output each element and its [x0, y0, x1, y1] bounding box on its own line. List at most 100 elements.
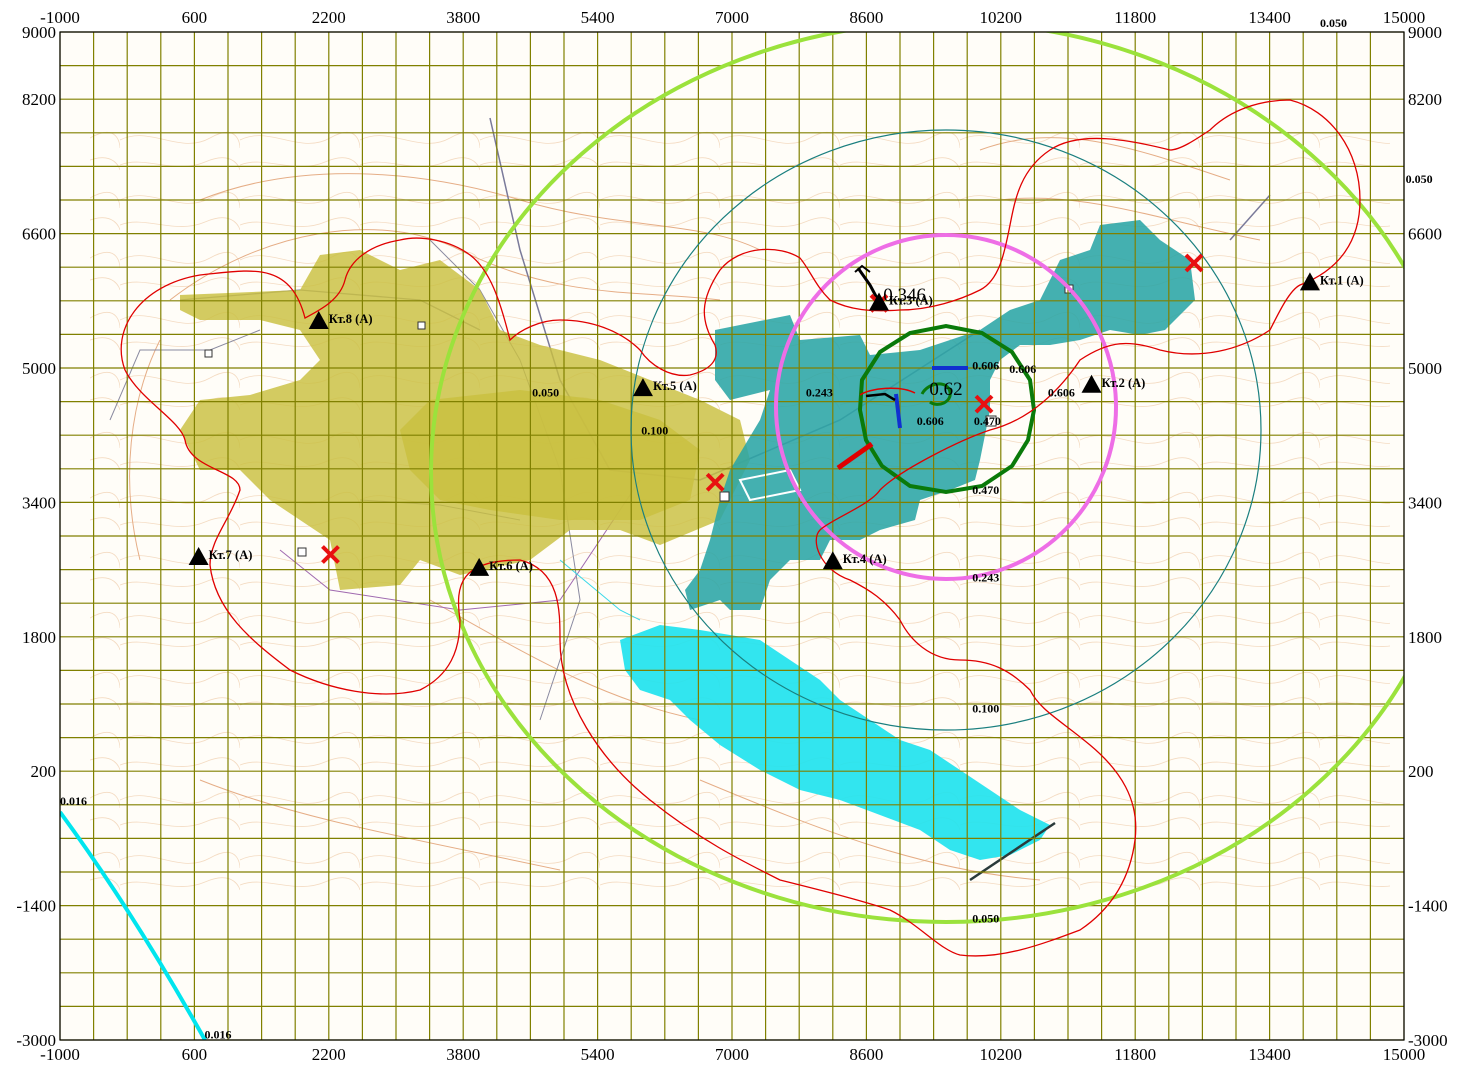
isoline-value-label: 0.243 — [972, 570, 999, 584]
isoline-value-label: 0.100 — [641, 423, 668, 437]
control-point-label: Кт.3 (А) — [889, 293, 933, 307]
control-point-label: Кт.2 (А) — [1102, 376, 1146, 390]
control-point-label: Кт.7 (А) — [209, 548, 253, 562]
control-point-label: Кт.8 (А) — [329, 312, 373, 326]
y-tick-label-left: 8200 — [22, 90, 56, 109]
y-tick-label-left: -1400 — [16, 897, 56, 916]
isoline-red-outer — [120, 99, 1361, 957]
isoline-value-label: 0.606 — [972, 359, 999, 373]
control-point-kt1: Кт.1 (А) — [1299, 272, 1364, 291]
coordinate-grid — [59, 31, 1405, 1041]
control-point-label: Кт.6 (А) — [489, 559, 533, 573]
isoline-value-label: 0.470 — [972, 483, 999, 497]
x-tick-label-top: 600 — [182, 8, 208, 27]
x-tick-label-top: 3800 — [446, 8, 480, 27]
control-point-kt3: Кт.3 (А) — [869, 292, 933, 311]
isoline-value-label: 0.606 — [1048, 386, 1075, 400]
y-tick-label-left: 6600 — [22, 225, 56, 244]
y-tick-label-right: 1800 — [1408, 628, 1442, 647]
triangle-marker-icon — [188, 547, 209, 565]
x-tick-label-top: 8600 — [849, 8, 883, 27]
arrow-head-icon — [854, 264, 871, 273]
control-points: Кт.1 (А) Кт.2 (А) Кт.4 (А) Кт.5 (А) Кт.6 (А)… — [188, 272, 1364, 576]
triangle-marker-icon — [869, 292, 889, 311]
isolines — [60, 32, 1404, 1040]
isoline-value-label: 0.243 — [806, 386, 833, 400]
x-tick-label-bottom: -1000 — [40, 1045, 80, 1064]
isoline-value-label: 0.470 — [974, 414, 1001, 428]
control-point-kt5: Кт.5 (А) — [632, 378, 697, 397]
triangle-marker-icon — [1081, 374, 1102, 393]
x-tick-label-top: 13400 — [1248, 8, 1291, 27]
x-tick-label-bottom: 2200 — [312, 1045, 346, 1064]
isoline-0-050-circle — [429, 32, 1404, 924]
x-tick-label-top: -1000 — [40, 8, 80, 27]
x-tick-label-top: 2200 — [312, 8, 346, 27]
y-tick-label-right: 6600 — [1408, 225, 1442, 244]
x-tick-label-top: 5400 — [581, 8, 615, 27]
isoline-value-label: 0.050 — [1406, 172, 1433, 186]
y-tick-label-left: -3000 — [16, 1031, 56, 1050]
triangle-marker-icon — [632, 378, 653, 397]
isoline-0-016-arc — [60, 810, 207, 1040]
isoline-0-243 — [774, 233, 1118, 581]
isoline-0-606-inner — [920, 382, 952, 406]
source-cross-icon — [705, 472, 725, 492]
triangle-marker-icon — [308, 310, 329, 329]
x-tick-label-bottom: 15000 — [1383, 1045, 1426, 1064]
control-point-kt4: Кт.4 (А) — [822, 551, 887, 570]
x-tick-label-bottom: 5400 — [581, 1045, 615, 1064]
source-cross-icon — [321, 545, 340, 564]
x-tick-label-bottom: 11800 — [1114, 1045, 1156, 1064]
isoline-value-label: 0.606 — [1009, 362, 1036, 376]
x-tick-label-bottom: 8600 — [849, 1045, 883, 1064]
control-point-label: Кт.4 (А) — [843, 552, 887, 566]
x-tick-label-top: 7000 — [715, 8, 749, 27]
source-cross-icon — [1184, 253, 1204, 273]
control-point-label: Кт.5 (А) — [653, 379, 697, 393]
triangle-marker-icon — [469, 557, 490, 576]
y-tick-label-right: 5000 — [1408, 359, 1442, 378]
y-tick-label-right: -3000 — [1408, 1031, 1448, 1050]
axis-ticks: -1000 -1000 600 600 2200 2200 3800 3800 5400 5400… — [16, 8, 1447, 1064]
control-point-kt7: Кт.7 (А) — [188, 547, 253, 565]
triangle-marker-icon — [822, 551, 843, 570]
arrow-mark — [856, 267, 880, 301]
isoline-value-label: 0.100 — [972, 701, 999, 715]
x-tick-label-bottom: 3800 — [446, 1045, 480, 1064]
isoline-value-label-large: 0.346 — [883, 285, 926, 306]
x-tick-label-bottom: 600 — [182, 1045, 208, 1064]
x-tick-label-top: 10200 — [980, 8, 1023, 27]
x-tick-label-top: 15000 — [1383, 8, 1426, 27]
isoline-value-label: 0.016 — [204, 1027, 231, 1041]
dam-line — [969, 821, 1056, 882]
control-point-label: Кт.1 (А) — [1320, 273, 1364, 287]
y-tick-label-left: 9000 — [22, 23, 56, 42]
isoline-blue-left — [894, 393, 902, 429]
isoline-value-label: 0.606 — [917, 414, 944, 428]
emission-line — [836, 441, 874, 471]
y-tick-label-left: 200 — [31, 762, 57, 781]
x-tick-label-bottom: 13400 — [1248, 1045, 1291, 1064]
isoline-value-label: 0.050 — [1320, 16, 1347, 30]
isoline-red-small — [859, 387, 916, 396]
control-point-kt8: Кт.8 (А) — [308, 310, 373, 329]
y-tick-label-left: 3400 — [22, 493, 56, 512]
x-tick-label-bottom: 10200 — [980, 1045, 1023, 1064]
y-tick-label-right: 8200 — [1408, 90, 1442, 109]
y-tick-label-right: -1400 — [1408, 897, 1448, 916]
tailings-pond — [620, 625, 1050, 860]
control-point-kt2: Кт.2 (А) — [1081, 374, 1146, 393]
plot-border — [59, 31, 1405, 1041]
triangle-marker-icon — [1299, 272, 1320, 291]
isoline-labels: 0.050 0.100 0.243 0.243 0.100 0.050 0.470 0.606… — [60, 16, 1433, 1041]
y-tick-label-right: 200 — [1408, 762, 1434, 781]
isoline-thin-teal — [630, 129, 1262, 731]
isoline-value-label: 0.050 — [972, 911, 999, 925]
y-tick-label-left: 1800 — [22, 628, 56, 647]
isoline-0-470 — [857, 323, 1037, 495]
isoline-value-label: 0.016 — [60, 794, 87, 808]
isoline-value-label-large: 0.62 — [929, 379, 962, 400]
x-tick-label-bottom: 7000 — [715, 1045, 749, 1064]
